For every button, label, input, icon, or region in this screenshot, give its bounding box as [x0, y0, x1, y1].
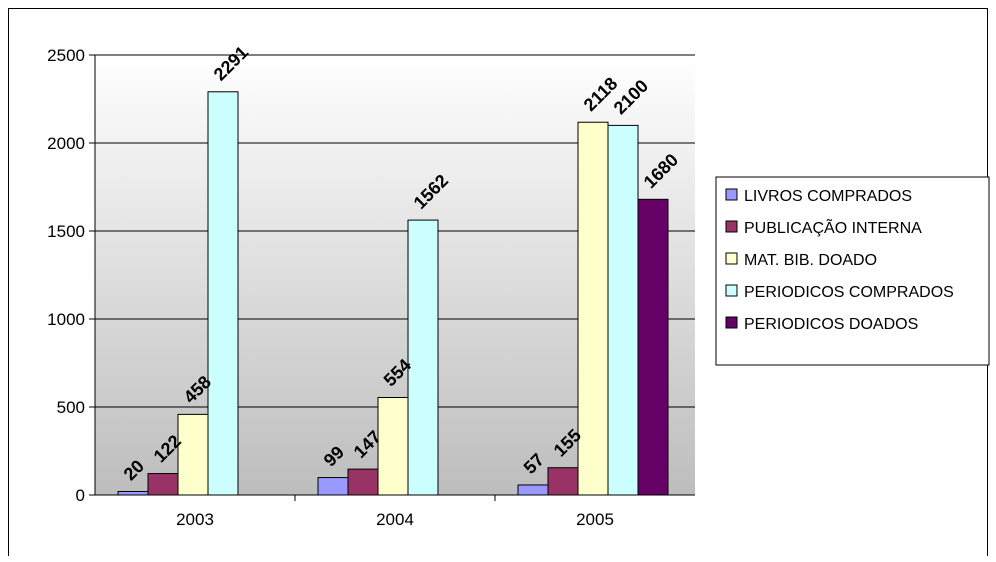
- bar: [377, 396, 409, 496]
- bars: [117, 91, 669, 496]
- y-tick-label: 1500: [47, 222, 85, 241]
- x-tick-label: 2004: [376, 510, 414, 529]
- bar: [637, 198, 669, 496]
- legend-box: [715, 176, 990, 366]
- legend-swatch: [725, 188, 738, 201]
- legend: LIVROS COMPRADOS PUBLICAÇÃO INTERNA MAT. B…: [715, 176, 990, 366]
- legend-swatch: [725, 284, 738, 297]
- legend-label: PERIODICOS COMPRADOS: [744, 284, 954, 301]
- x-tick-label: 2003: [176, 510, 214, 529]
- bar: [577, 121, 609, 496]
- bar: [347, 468, 379, 496]
- bar: [517, 484, 549, 496]
- y-tick-label: 2500: [47, 46, 85, 65]
- bar: [607, 124, 639, 496]
- y-tick-label: 1000: [47, 310, 85, 329]
- legend-swatch: [725, 220, 738, 233]
- legend-label: MAT. BIB. DOADO: [744, 252, 877, 269]
- bar: [407, 219, 439, 496]
- legend-label: LIVROS COMPRADOS: [744, 188, 912, 205]
- legend-label: PUBLICAÇÃO INTERNA: [744, 217, 922, 237]
- y-tick-label: 0: [76, 486, 85, 505]
- bar: [317, 477, 349, 496]
- bar: [177, 413, 209, 496]
- y-tick-label: 500: [57, 398, 85, 417]
- x-tick-label: 2005: [576, 510, 614, 529]
- axes: 0 500 1000 1500 2000 2500 2003 2004 2005: [47, 46, 695, 529]
- legend-swatch: [725, 252, 738, 265]
- bar: [207, 91, 239, 496]
- legend-swatch: [725, 316, 738, 329]
- bar: [547, 467, 579, 496]
- bar: [117, 490, 149, 496]
- bar: [147, 473, 179, 496]
- y-tick-label: 2000: [47, 134, 85, 153]
- legend-label: PERIODICOS DOADOS: [744, 316, 918, 333]
